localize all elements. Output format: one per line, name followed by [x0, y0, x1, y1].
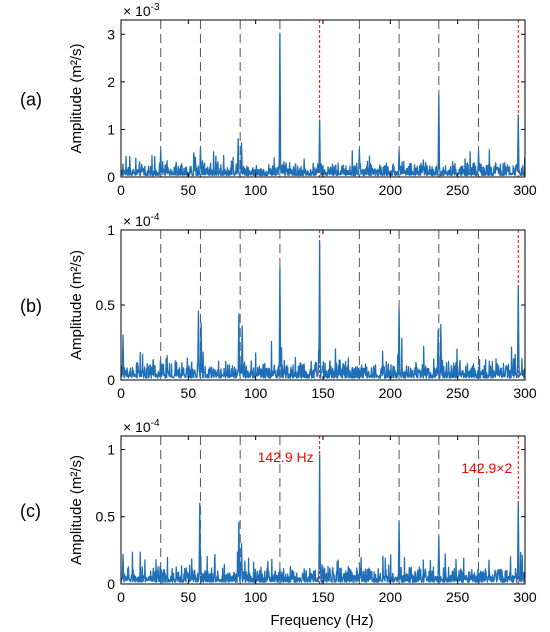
y-tick-label: 0.5 — [96, 509, 116, 525]
y-exponent-label: × 10-4 — [123, 418, 160, 435]
y-axis-title: Amplitude (m²/s) — [68, 43, 85, 153]
panel-label: (c) — [20, 501, 41, 521]
x-tick-label: 250 — [446, 385, 470, 401]
x-tick-label: 50 — [181, 589, 197, 605]
y-tick-label: 0 — [107, 576, 115, 592]
panel-c: (c) Amplitude (m²/s) × 10-4 0 50 100 150 200 250… — [20, 418, 537, 605]
y-exponent-label: × 10-3 — [123, 2, 160, 19]
axes-box — [120, 229, 526, 381]
y-tick-label: 1 — [107, 121, 115, 137]
amplitude-spectrum-line — [120, 454, 526, 583]
x-tick-label: 200 — [379, 385, 403, 401]
y-exponent-value: -4 — [151, 418, 160, 429]
amplitude-spectrum-line — [120, 241, 526, 379]
x-tick-label: 200 — [379, 182, 403, 198]
x-tick-label: 300 — [513, 589, 537, 605]
y-tick-label: 1 — [107, 222, 115, 238]
y-exponent-value: -4 — [151, 212, 160, 223]
x-tick-label: 300 — [513, 182, 537, 198]
y-tick-label: 2 — [107, 74, 115, 90]
y-exponent-value: -3 — [151, 2, 160, 13]
x-tick-label: 150 — [311, 385, 335, 401]
x-tick-label: 100 — [244, 385, 268, 401]
x-tick-label: 100 — [244, 589, 268, 605]
amplitude-spectrum-line — [120, 32, 526, 177]
y-tick-label: 0 — [107, 372, 115, 388]
y-axis-title: Amplitude (m²/s) — [68, 455, 85, 565]
x-tick-label: 150 — [311, 182, 335, 198]
x-tick-label: 0 — [117, 385, 125, 401]
x-tick-label: 150 — [311, 589, 335, 605]
x-tick-label: 50 — [181, 385, 197, 401]
panel-b: (b) Amplitude (m²/s) × 10-4 0 50 100 150 200 250… — [20, 212, 537, 401]
peak-annotation: 142.9 Hz — [258, 449, 314, 465]
x-tick-label: 100 — [244, 182, 268, 198]
x-axis-title: Frequency (Hz) — [270, 612, 373, 629]
axes-box — [120, 19, 526, 178]
x-tick-label: 50 — [181, 182, 197, 198]
y-tick-label: 3 — [107, 26, 115, 42]
x-tick-label: 250 — [446, 589, 470, 605]
x-tick-label: 0 — [117, 182, 125, 198]
y-exponent-label: × 10-4 — [123, 212, 160, 229]
x-tick-label: 200 — [379, 589, 403, 605]
panel-label: (b) — [20, 296, 42, 316]
y-axis-title: Amplitude (m²/s) — [68, 250, 85, 360]
x-tick-label: 250 — [446, 182, 470, 198]
panel-label: (a) — [20, 90, 42, 110]
x-tick-label: 300 — [513, 385, 537, 401]
y-tick-label: 0.5 — [96, 297, 116, 313]
panel-a: (a) Amplitude (m²/s) × 10-3 0 50 100 150 200 250… — [20, 2, 537, 198]
peak-annotation: 142.9×2 — [461, 460, 512, 476]
x-tick-label: 0 — [117, 589, 125, 605]
y-tick-label: 0 — [107, 169, 115, 185]
y-tick-label: 1 — [107, 441, 115, 457]
